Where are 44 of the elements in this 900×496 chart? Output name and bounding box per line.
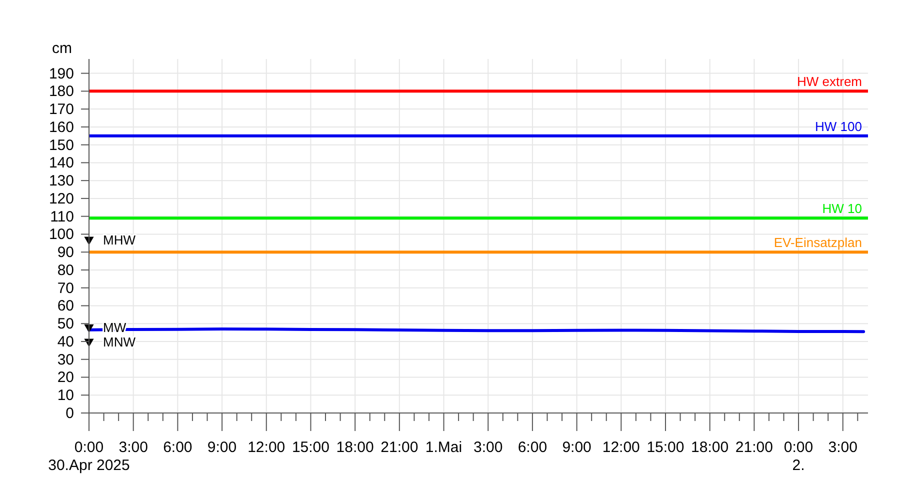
x-tick-label: 18:00 bbox=[336, 439, 374, 456]
y-tick-label: 160 bbox=[48, 118, 74, 136]
x-tick-label: 18:00 bbox=[691, 439, 729, 456]
x-tick-label: 9:00 bbox=[207, 439, 237, 456]
series-label: MNW bbox=[103, 334, 136, 350]
y-tick-label: 50 bbox=[57, 316, 74, 333]
x-tick-label: 3:00 bbox=[828, 439, 858, 456]
y-tick-label: 90 bbox=[57, 244, 74, 262]
y-tick-label: 130 bbox=[48, 172, 74, 190]
y-tick-label: 20 bbox=[57, 369, 74, 386]
y-tick-label: 140 bbox=[48, 154, 74, 172]
y-tick-label: 100 bbox=[48, 226, 74, 244]
y-tick-label: 190 bbox=[48, 65, 74, 82]
y-tick-label: 0 bbox=[66, 405, 74, 422]
x-tick-label: 21:00 bbox=[380, 439, 418, 456]
x-tick-label: 12:00 bbox=[602, 439, 640, 456]
y-tick-label: 180 bbox=[48, 83, 74, 100]
y-tick-label: 30 bbox=[57, 351, 74, 368]
y-tick-label: 120 bbox=[48, 190, 74, 208]
ref-line-label: HW 100 bbox=[815, 118, 862, 134]
y-tick-label: 150 bbox=[48, 136, 74, 154]
ref-line-label: EV-Einsatzplan bbox=[774, 235, 862, 250]
x-tick-label: 1.Mai bbox=[425, 439, 462, 456]
x-tick-label: 15:00 bbox=[646, 439, 684, 456]
y-tick-label: 60 bbox=[57, 298, 74, 315]
x-tick-label: 12:00 bbox=[248, 439, 286, 456]
y-tick-label: 110 bbox=[50, 208, 74, 226]
x-tick-label: 3:00 bbox=[118, 439, 148, 456]
ref-line-label: HW 10 bbox=[822, 201, 862, 216]
y-tick-label: 170 bbox=[48, 101, 74, 118]
y-axis-title: cm bbox=[52, 40, 72, 57]
x-tick-label: 15:00 bbox=[292, 439, 330, 456]
y-tick-label: 40 bbox=[57, 333, 74, 350]
x-tick-label: 0:00 2. bbox=[784, 439, 814, 474]
x-tick-label: 9:00 bbox=[562, 439, 592, 456]
y-tick-label: 10 bbox=[57, 387, 74, 404]
x-tick-label: 6:00 bbox=[163, 439, 192, 456]
series-label: MHW bbox=[103, 232, 136, 248]
y-tick-label: 80 bbox=[57, 262, 74, 279]
x-tick-label: 21:00 bbox=[735, 439, 773, 456]
y-tick-label: 70 bbox=[57, 280, 74, 297]
ref-line-label: HW extrem bbox=[797, 74, 862, 90]
x-tick-label: 3:00 bbox=[474, 439, 503, 456]
x-tick-label: 6:00 bbox=[518, 439, 548, 456]
